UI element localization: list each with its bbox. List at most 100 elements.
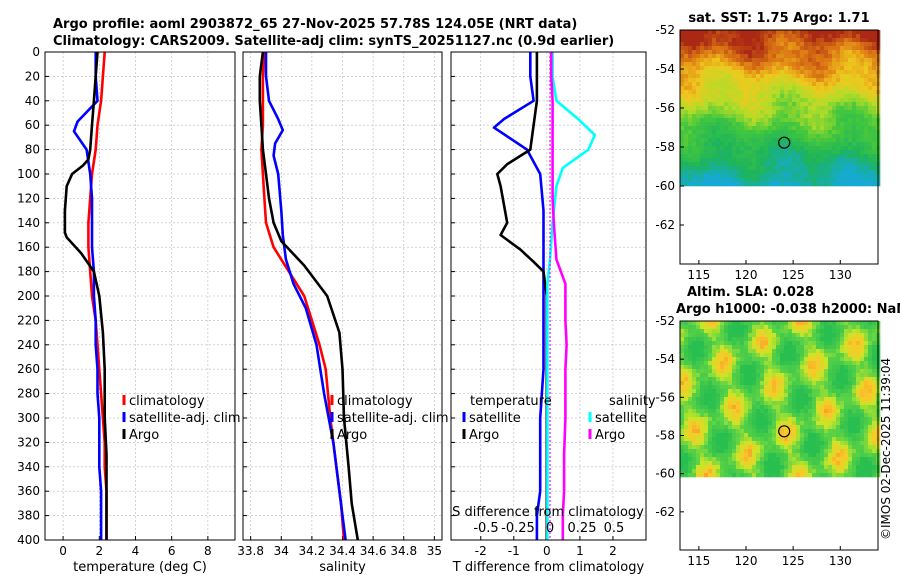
map-cell (816, 405, 821, 410)
map-cell (804, 126, 809, 131)
map-cell (704, 361, 709, 366)
map-cell (744, 393, 749, 398)
map-cell (732, 413, 737, 418)
map-cell (684, 433, 689, 438)
map-cell (804, 170, 809, 175)
map-cell (820, 94, 825, 99)
map-cell (868, 441, 873, 446)
map-cell (788, 138, 793, 143)
map-cell (808, 106, 813, 111)
map-cell (800, 30, 805, 35)
map-cell (748, 30, 753, 35)
map-cell (872, 86, 877, 91)
map-cell (828, 433, 833, 438)
map-cell (740, 30, 745, 35)
map-cell (832, 337, 837, 342)
map-cell (812, 86, 817, 91)
map-cell (872, 114, 877, 119)
x-tick-label: -2 (475, 544, 487, 558)
map-cell (832, 174, 837, 179)
map-cell (752, 86, 757, 91)
map-cell (860, 54, 865, 59)
map-cell (828, 106, 833, 111)
map-cell (852, 58, 857, 63)
map-cell (800, 381, 805, 386)
map-cell (716, 361, 721, 366)
map-cell (840, 98, 845, 103)
map-cell (840, 405, 845, 410)
map-cell (864, 393, 869, 398)
map-cell (772, 102, 777, 107)
map-cell (684, 126, 689, 131)
map-cell (860, 465, 865, 470)
map-cell (812, 345, 817, 350)
map-cell (772, 469, 777, 474)
map-cell (812, 138, 817, 143)
map-cell (716, 110, 721, 115)
map-cell (852, 453, 857, 458)
map-cell (804, 50, 809, 55)
map-cell (700, 146, 705, 151)
map-cell (780, 357, 785, 362)
map-cell (796, 78, 801, 83)
map-cell (820, 50, 825, 55)
map-cell (752, 146, 757, 151)
map-cell (792, 50, 797, 55)
map-cell (808, 66, 813, 71)
map-cell (792, 90, 797, 95)
map-cell (728, 74, 733, 79)
map-cell (772, 118, 777, 123)
map-cell (736, 417, 741, 422)
map-cell (864, 469, 869, 474)
map-cell (776, 158, 781, 163)
map-cell (808, 98, 813, 103)
map-cell (812, 349, 817, 354)
map-cell (764, 437, 769, 442)
map-cell (748, 377, 753, 382)
map-cell (772, 134, 777, 139)
map-cell (836, 473, 841, 478)
map-cell (700, 106, 705, 111)
map-cell (788, 353, 793, 358)
map-cell (700, 425, 705, 430)
map-cell (688, 182, 693, 187)
map-cell (800, 357, 805, 362)
map-cell (856, 401, 861, 406)
map-cell (756, 162, 761, 167)
map-cell (756, 433, 761, 438)
map-cell (848, 122, 853, 127)
map-cell (760, 122, 765, 127)
map-cell (684, 345, 689, 350)
map-cell (840, 130, 845, 135)
map-cell (700, 409, 705, 414)
map-cell (860, 405, 865, 410)
map-cell (692, 373, 697, 378)
map-cell (808, 50, 813, 55)
map-cell (832, 34, 837, 39)
map-cell (764, 441, 769, 446)
map-cell (868, 74, 873, 79)
map-cell (820, 413, 825, 418)
map-cell (732, 397, 737, 402)
map-cell (712, 118, 717, 123)
map-cell (852, 357, 857, 362)
map-cell (864, 158, 869, 163)
map-cell (776, 102, 781, 107)
map-cell (828, 94, 833, 99)
map-cell (756, 349, 761, 354)
map-cell (824, 86, 829, 91)
map-cell (848, 389, 853, 394)
map-cell (856, 417, 861, 422)
map-cell (808, 421, 813, 426)
map-cell (852, 34, 857, 39)
map-cell (792, 425, 797, 430)
map-cell (788, 357, 793, 362)
map-cell (848, 114, 853, 119)
map-cell (864, 134, 869, 139)
map-cell (716, 333, 721, 338)
map-cell (788, 46, 793, 51)
map-cell (864, 74, 869, 79)
map-cell (860, 78, 865, 83)
map-cell (776, 397, 781, 402)
map-cell (816, 421, 821, 426)
